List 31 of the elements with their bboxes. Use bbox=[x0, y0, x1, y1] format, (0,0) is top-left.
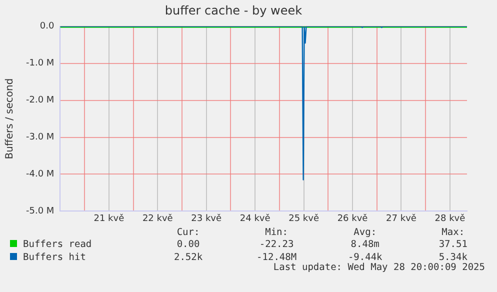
text: 2.52k bbox=[172, 251, 204, 264]
x-tick-label: 22 kvě bbox=[142, 212, 174, 224]
text: -22.23 bbox=[258, 238, 295, 251]
x-tick-label: 27 kvě bbox=[386, 212, 417, 224]
text: Avg: bbox=[352, 226, 378, 238]
text: -12.48M bbox=[256, 251, 298, 263]
x-tick-label: 28 kvě bbox=[434, 212, 466, 224]
text: Cur: bbox=[176, 226, 201, 238]
text: 0.00 bbox=[176, 238, 201, 251]
x-tick-label: 26 kvě bbox=[337, 212, 368, 224]
y-tick-label: -3.0 M bbox=[26, 132, 54, 143]
text: 37.51 bbox=[438, 238, 468, 251]
y-tick-label: -1.0 M bbox=[26, 58, 54, 69]
text: Last update: Wed May 28 20:00:09 2025 bbox=[273, 262, 485, 273]
text: 8.48m bbox=[350, 238, 380, 251]
y-tick-label: -5.0 M bbox=[26, 206, 54, 217]
x-tick-label: 21 kvě bbox=[94, 212, 125, 224]
text: Min: bbox=[264, 226, 289, 238]
x-tick-label: 24 kvě bbox=[240, 212, 271, 224]
y-tick-label: 0.0 bbox=[40, 22, 54, 32]
x-tick-label: 25 kvě bbox=[288, 212, 320, 224]
legend-label: Buffers read bbox=[22, 238, 93, 251]
text: -9.44k bbox=[346, 251, 384, 263]
y-tick-label: -2.0 M bbox=[26, 96, 54, 106]
y-tick-label: -4.0 M bbox=[26, 170, 54, 180]
y-axis-title: Buffers / second bbox=[4, 78, 16, 160]
text: 5.34k bbox=[438, 251, 468, 263]
legend-label: Buffers hit bbox=[22, 251, 87, 264]
text: Max: bbox=[440, 226, 466, 238]
chart-title: buffer cache - by week bbox=[164, 3, 302, 18]
x-tick-label: 23 kvě bbox=[191, 212, 222, 224]
